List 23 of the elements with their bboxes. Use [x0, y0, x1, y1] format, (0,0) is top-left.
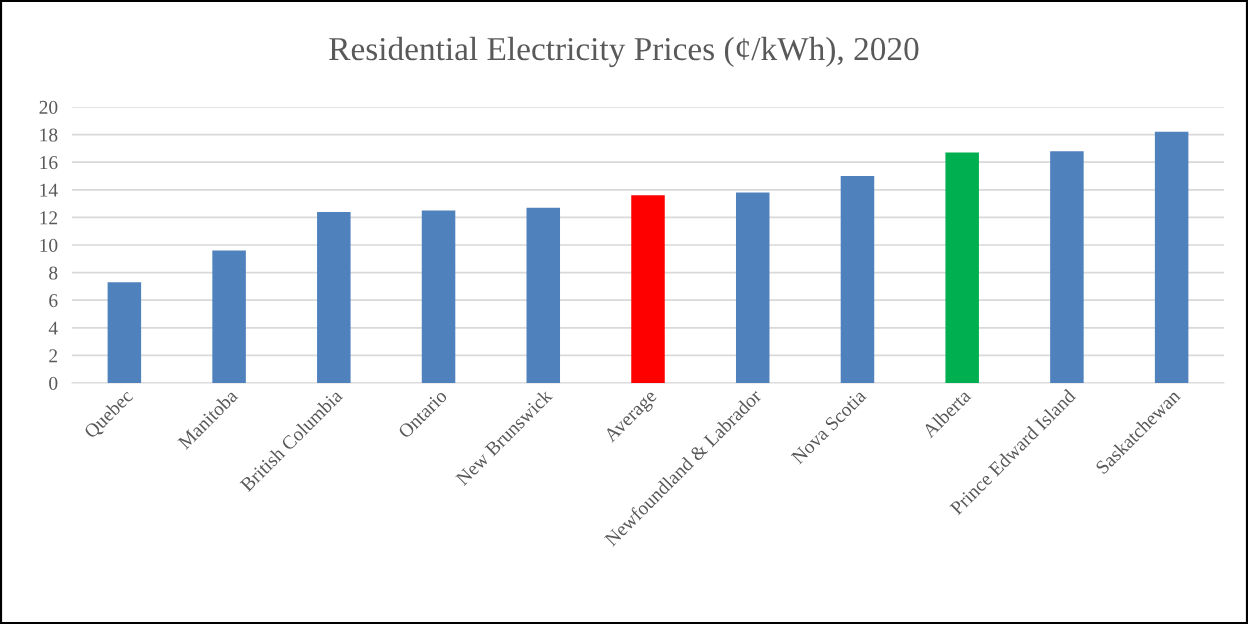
- bar: [526, 207, 561, 383]
- y-tick-label: 2: [49, 349, 58, 363]
- bar: [1050, 151, 1084, 383]
- bar: [421, 210, 456, 383]
- y-tick-label: 10: [40, 238, 58, 252]
- bar: [212, 250, 246, 383]
- y-tick-label: 4: [48, 321, 58, 335]
- bar: [840, 176, 875, 383]
- y-tick-label: 8: [49, 266, 58, 280]
- bar: [735, 192, 770, 383]
- y-tick-label: 14: [40, 183, 58, 197]
- bar: [1154, 131, 1189, 383]
- y-tick-label: 18: [40, 128, 58, 142]
- y-tick-label: 20: [39, 100, 58, 114]
- y-tick-label: 12: [40, 211, 58, 225]
- bar: [317, 211, 351, 383]
- y-tick-label: 0: [49, 376, 58, 390]
- bar: [945, 152, 979, 383]
- chart-title: Residential Electricity Prices (¢/kWh), 2020: [329, 36, 919, 68]
- y-tick-label: 16: [40, 156, 58, 170]
- bar: [631, 195, 665, 383]
- y-tick-label: 6: [49, 294, 58, 308]
- bar: [107, 282, 142, 383]
